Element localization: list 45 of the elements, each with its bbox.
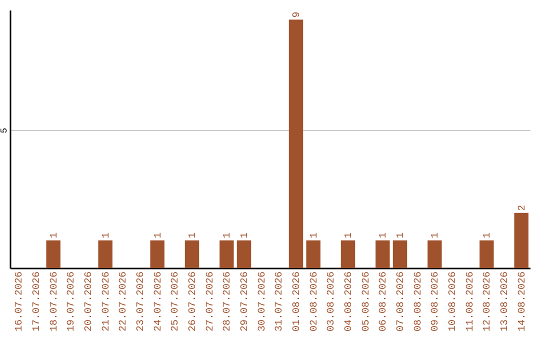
data-label: 1	[344, 232, 355, 238]
data-label: 9	[292, 12, 303, 18]
x-tick-label: 04.08.2026	[344, 272, 355, 332]
data-label: 1	[430, 232, 442, 238]
data-label: 1	[482, 232, 494, 238]
x-tick-label: 21.07.2026	[101, 272, 112, 332]
data-label: 1	[378, 232, 390, 238]
x-tick-label: 31.07.2026	[274, 272, 286, 332]
x-tick-label: 27.07.2026	[205, 272, 216, 332]
data-label: 1	[396, 232, 407, 238]
x-tick-label: 20.07.2026	[84, 272, 95, 332]
x-tick-label: 12.08.2026	[482, 272, 494, 332]
x-tick-label: 16.07.2026	[14, 272, 26, 332]
x-tick-label: 19.07.2026	[66, 272, 78, 332]
x-tick-label: 18.07.2026	[49, 272, 60, 332]
x-tick-label: 10.08.2026	[448, 272, 459, 332]
x-tick-label: 13.08.2026	[500, 272, 511, 332]
x-tick-label: 03.08.2026	[326, 272, 338, 332]
x-tick-label: 26.07.2026	[188, 272, 199, 332]
x-tick-label: 23.07.2026	[136, 272, 147, 332]
x-tick-label: 17.07.2026	[32, 272, 43, 332]
data-label: 2	[517, 204, 528, 211]
x-tick-label: 07.08.2026	[396, 272, 407, 332]
data-label: 1	[153, 232, 164, 238]
data-label: 1	[49, 232, 60, 238]
x-tick-label: 25.07.2026	[170, 272, 182, 332]
data-label: 1	[188, 232, 199, 238]
x-tick-label: 28.07.2026	[222, 272, 234, 332]
x-tick-label: 22.07.2026	[118, 272, 130, 332]
data-label: 1	[240, 232, 251, 238]
data-label: 1	[101, 232, 112, 238]
x-tick-label: 29.07.2026	[240, 272, 251, 332]
x-tick-label: 08.08.2026	[413, 272, 424, 332]
x-tick-label: 01.08.2026	[292, 272, 303, 332]
x-tick-label: 06.08.2026	[378, 272, 390, 332]
data-label: 1	[222, 232, 234, 238]
y-tick-label: 5	[0, 128, 10, 134]
x-tick-label: 30.07.2026	[257, 272, 268, 332]
x-tick-label: 14.08.2026	[517, 272, 528, 332]
x-tick-label: 11.08.2026	[465, 272, 476, 332]
data-label: 1	[309, 232, 320, 238]
x-tick-label: 05.08.2026	[361, 272, 372, 332]
x-tick-label: 09.08.2026	[430, 272, 442, 332]
x-tick-label: 02.08.2026	[309, 272, 320, 332]
x-tick-label: 24.07.2026	[153, 272, 164, 332]
